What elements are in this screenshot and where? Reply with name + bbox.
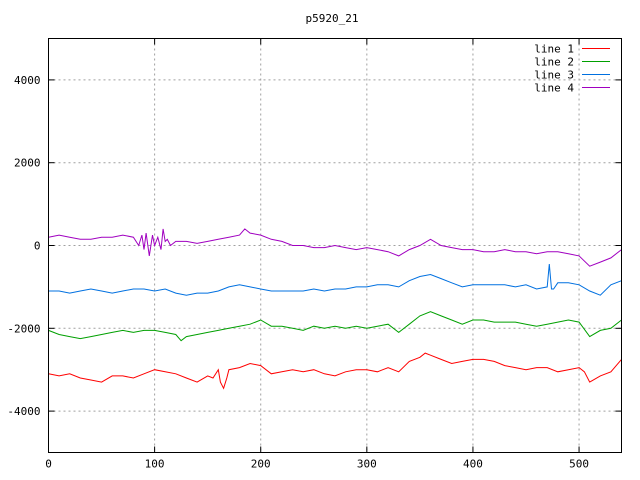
x-tick-label: 100: [145, 458, 165, 471]
x-tick-label: 300: [357, 458, 377, 471]
x-tick-label: 200: [251, 458, 271, 471]
legend-label-1: line 1: [534, 43, 574, 56]
y-tick-label: 4000: [14, 74, 41, 87]
plot-frame: [48, 38, 622, 453]
legend-label-4: line 4: [534, 82, 574, 95]
axis-layer: 0 100 200 300 400 500 -4000 -2000 0 2000 4000: [7, 38, 622, 471]
series-line-1: [48, 352, 622, 390]
legend-label-2: line 2: [534, 56, 574, 69]
series-line-2: [48, 311, 622, 342]
x-tick-label: 400: [463, 458, 483, 471]
y-tick-label: 0: [34, 240, 41, 253]
legend-label-3: line 3: [534, 69, 574, 82]
x-tick-label: 500: [569, 458, 589, 471]
x-tick-label: 0: [45, 458, 52, 471]
series-line-3: [48, 264, 622, 296]
y-tick-label: -2000: [7, 322, 40, 335]
chart-title: p5920_21: [306, 12, 359, 25]
series-line-4: [48, 228, 622, 267]
series-layer: [48, 228, 622, 390]
y-tick-label: 2000: [14, 157, 41, 170]
y-tick-label: -4000: [7, 405, 40, 418]
